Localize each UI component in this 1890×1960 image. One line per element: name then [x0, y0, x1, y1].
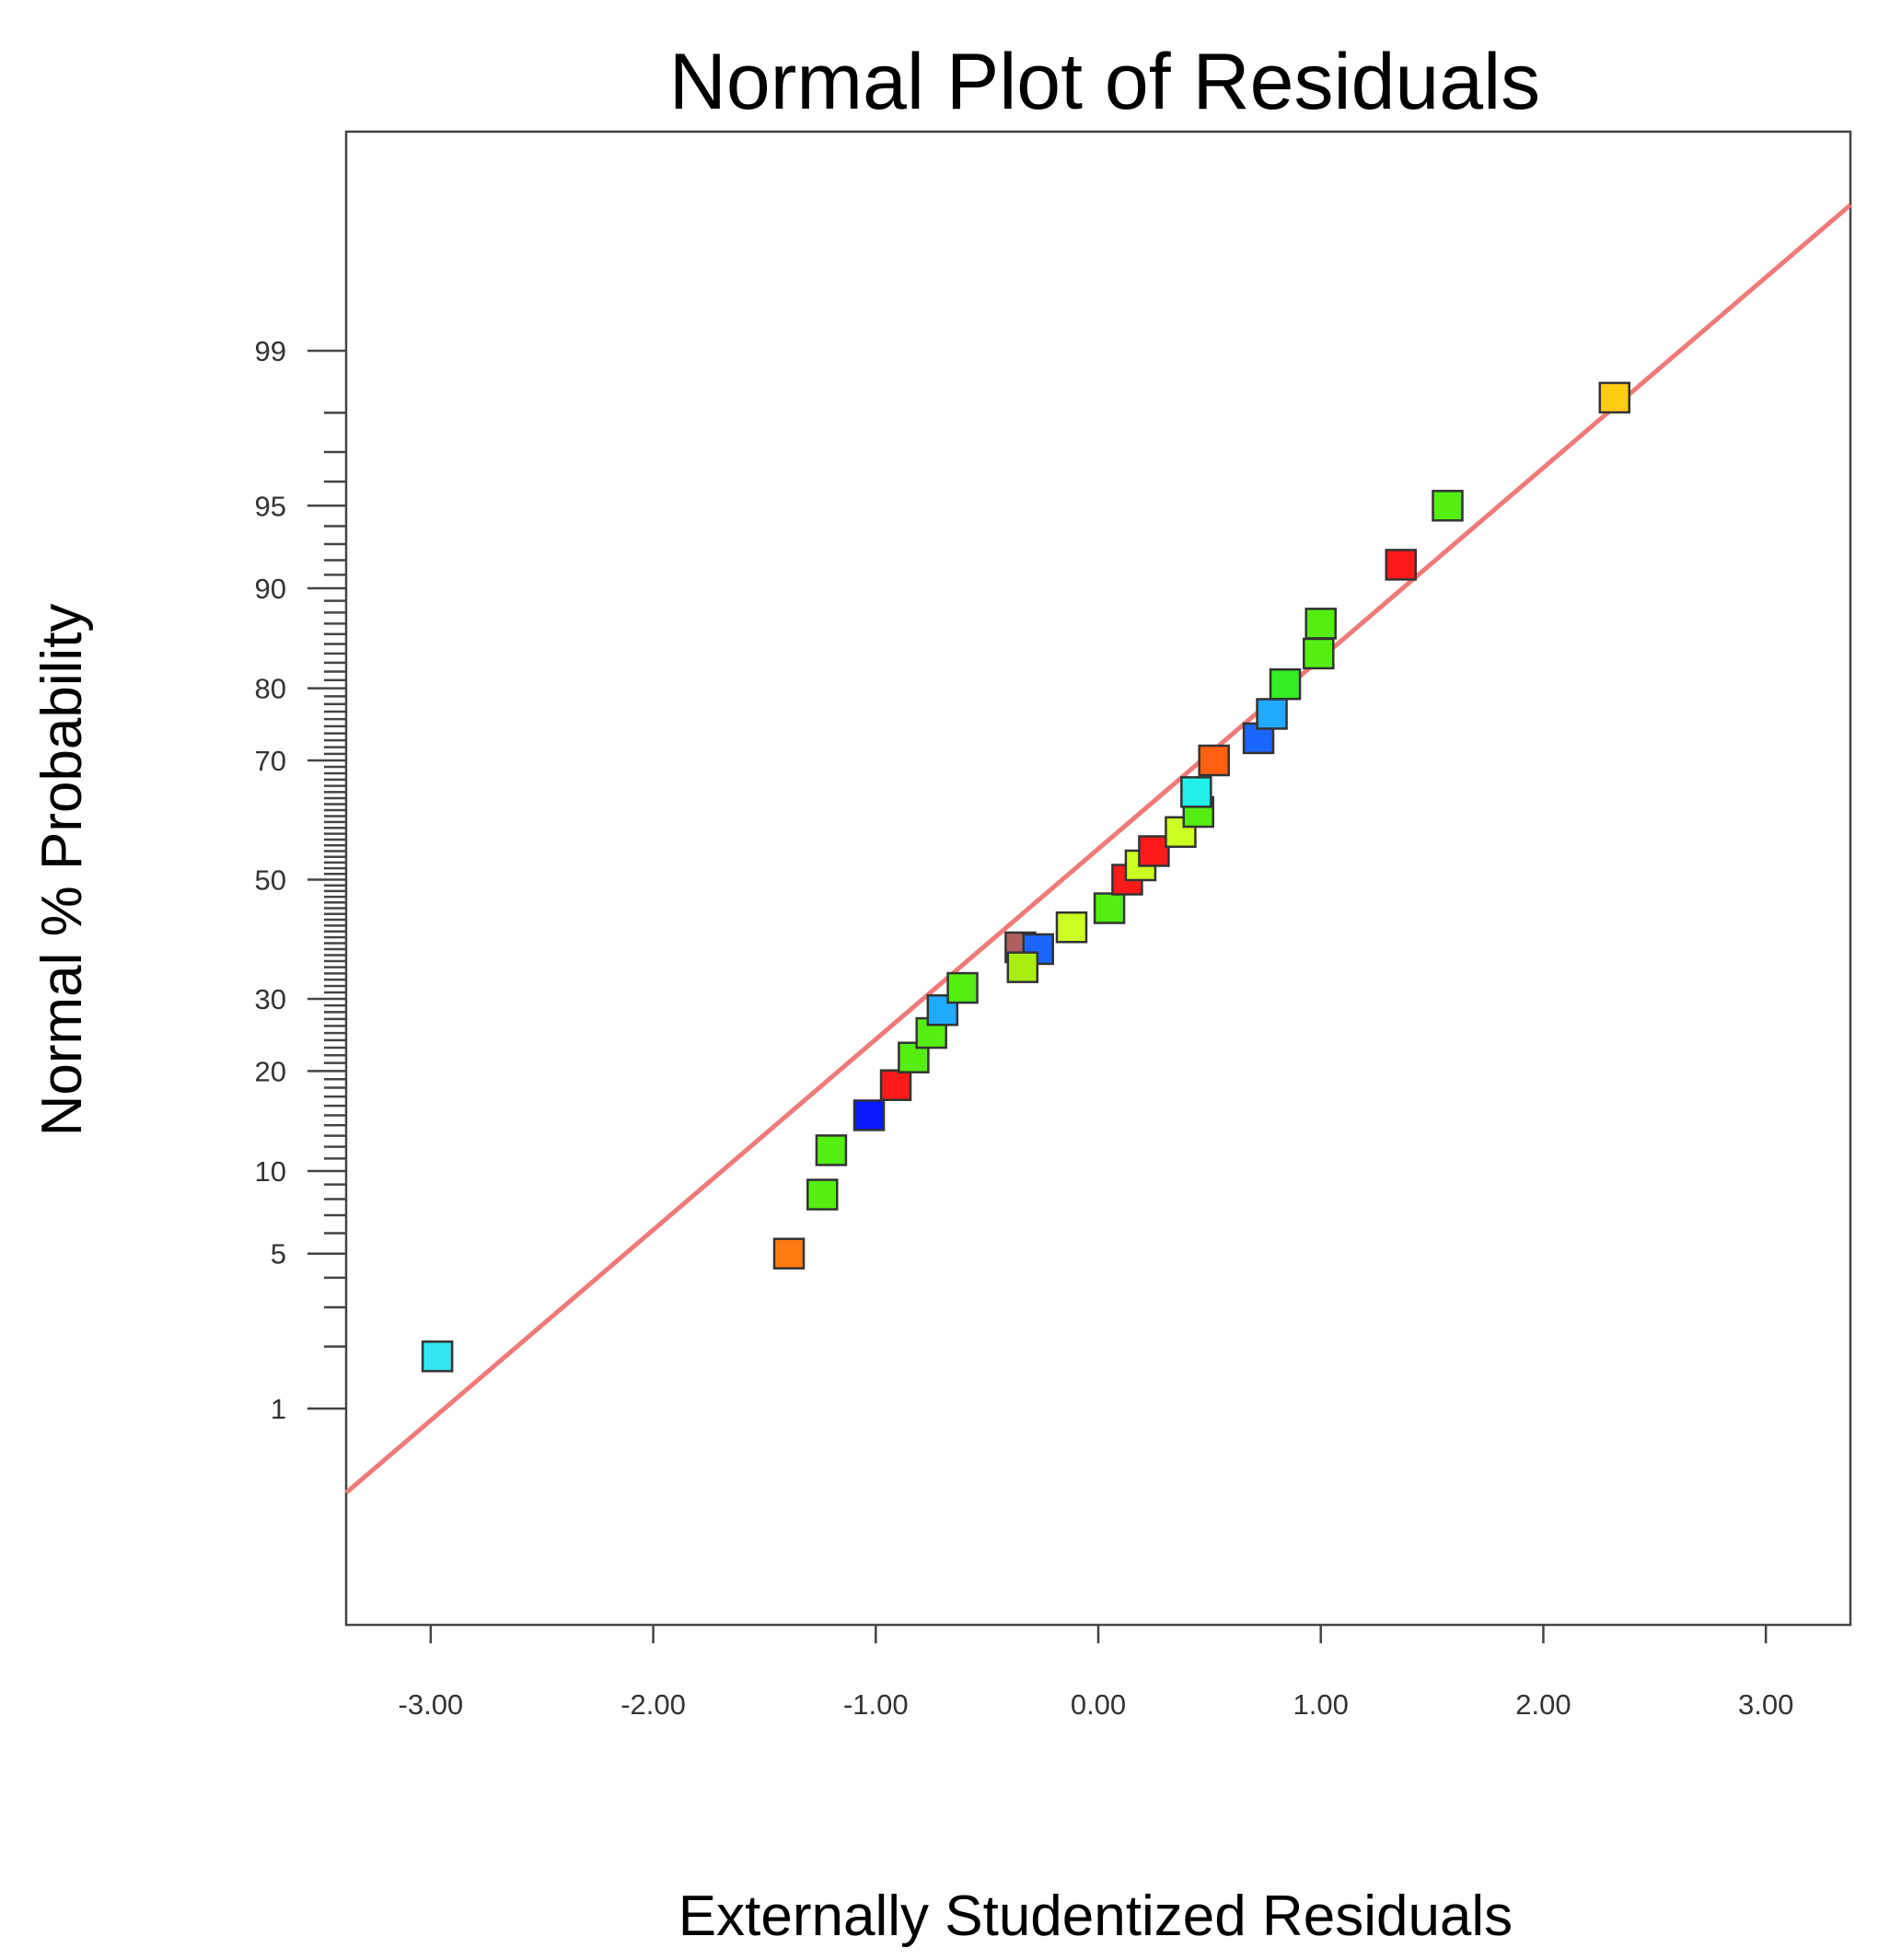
x-tick-label: -3.00 [399, 1688, 464, 1721]
data-point [1093, 892, 1126, 924]
data-point [815, 1134, 848, 1166]
x-tick-label: 3.00 [1738, 1688, 1793, 1721]
data-point [1303, 637, 1335, 670]
y-tick-label: 95 [255, 490, 286, 522]
data-point [1598, 381, 1631, 414]
x-tick-label: 2.00 [1515, 1688, 1571, 1721]
x-tick-label: -2.00 [620, 1688, 686, 1721]
y-tick-label: 70 [255, 745, 286, 777]
data-point [1138, 835, 1170, 867]
data-point [1385, 549, 1417, 581]
y-tick-label: 20 [255, 1055, 286, 1087]
fit-line [344, 203, 1852, 1495]
y-tick-label: 99 [255, 335, 286, 367]
data-point [1256, 698, 1288, 730]
y-tick-label: 90 [255, 573, 286, 605]
plot-frame [344, 130, 1852, 1627]
data-point [1180, 776, 1212, 808]
x-tick-label: -1.00 [843, 1688, 909, 1721]
data-points [421, 381, 1631, 1373]
data-point [1198, 744, 1230, 777]
y-tick-label: 1 [271, 1393, 286, 1425]
data-point [1269, 667, 1302, 701]
y-axis-title: Normal % Probability [30, 604, 94, 1137]
y-axis-labels: 1 5 10 20 30 50 70 80 90 95 99 [255, 335, 286, 1425]
y-tick-label: 80 [255, 673, 286, 705]
y-tick-label: 50 [255, 864, 286, 897]
data-point [421, 1340, 454, 1373]
data-point [1165, 816, 1197, 848]
y-tick-label: 10 [255, 1155, 286, 1188]
y-tick-label: 30 [255, 983, 286, 1015]
x-tick-label: 1.00 [1293, 1688, 1349, 1721]
x-tick-label: 0.00 [1071, 1688, 1126, 1721]
data-point [772, 1237, 806, 1270]
data-point [1304, 608, 1337, 640]
data-point [879, 1069, 912, 1101]
x-axis [429, 1625, 1768, 1643]
y-tick-label: 5 [271, 1238, 286, 1270]
data-point [1432, 490, 1464, 522]
data-point [1055, 911, 1088, 944]
chart-title: Normal Plot of Residuals [669, 38, 1540, 126]
data-point [852, 1099, 886, 1131]
data-point [806, 1178, 839, 1211]
data-point [898, 1041, 930, 1073]
x-axis-title: Externally Studentized Residuals [678, 1885, 1513, 1948]
data-point [1006, 951, 1039, 983]
y-axis [307, 349, 346, 1410]
x-axis-labels: -3.00 -2.00 -1.00 0.00 1.00 2.00 3.00 [399, 1688, 1794, 1721]
data-point [946, 971, 979, 1004]
